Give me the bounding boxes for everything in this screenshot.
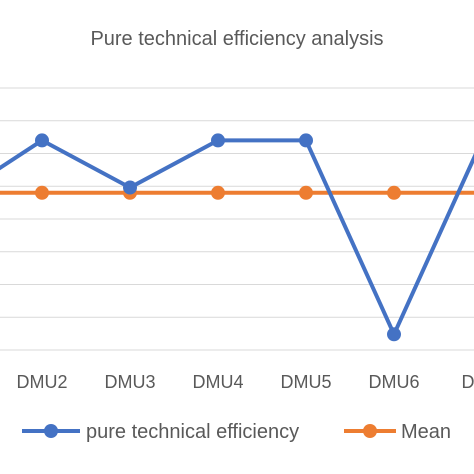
legend-label: pure technical efficiency [86,421,299,443]
data-point-mean [299,185,313,200]
data-point-pure-technical-efficiency [35,133,49,148]
x-tick-label: DMU5 [280,372,331,392]
data-point-pure-technical-efficiency [299,133,313,148]
data-point-mean [387,185,401,200]
x-tick-label: DMU6 [368,372,419,392]
x-axis: DMU2 DMU3 DMU4 DMU5 DMU6 DMU [16,372,474,392]
legend-label: Mean [401,421,451,443]
data-point-pure-technical-efficiency [123,180,137,195]
x-tick-label: DMU3 [104,372,155,392]
data-point-pure-technical-efficiency [387,327,401,342]
x-tick-label: DMU [462,372,474,392]
data-point-mean [35,185,49,200]
legend: pure technical efficiency Mean [22,421,451,443]
legend-item-pure-technical-efficiency: pure technical efficiency [22,421,299,443]
series-layer [0,133,474,342]
series-line-pure-technical-efficiency [0,138,474,337]
x-tick-label: DMU4 [192,372,243,392]
legend-marker [44,424,58,438]
chart-title: Pure technical efficiency analysis [90,28,384,50]
legend-marker [363,424,377,438]
x-tick-label: DMU2 [16,372,67,392]
gridlines [0,87,474,351]
legend-item-mean: Mean [344,421,451,443]
data-point-mean [211,185,225,200]
data-point-pure-technical-efficiency [211,133,225,148]
